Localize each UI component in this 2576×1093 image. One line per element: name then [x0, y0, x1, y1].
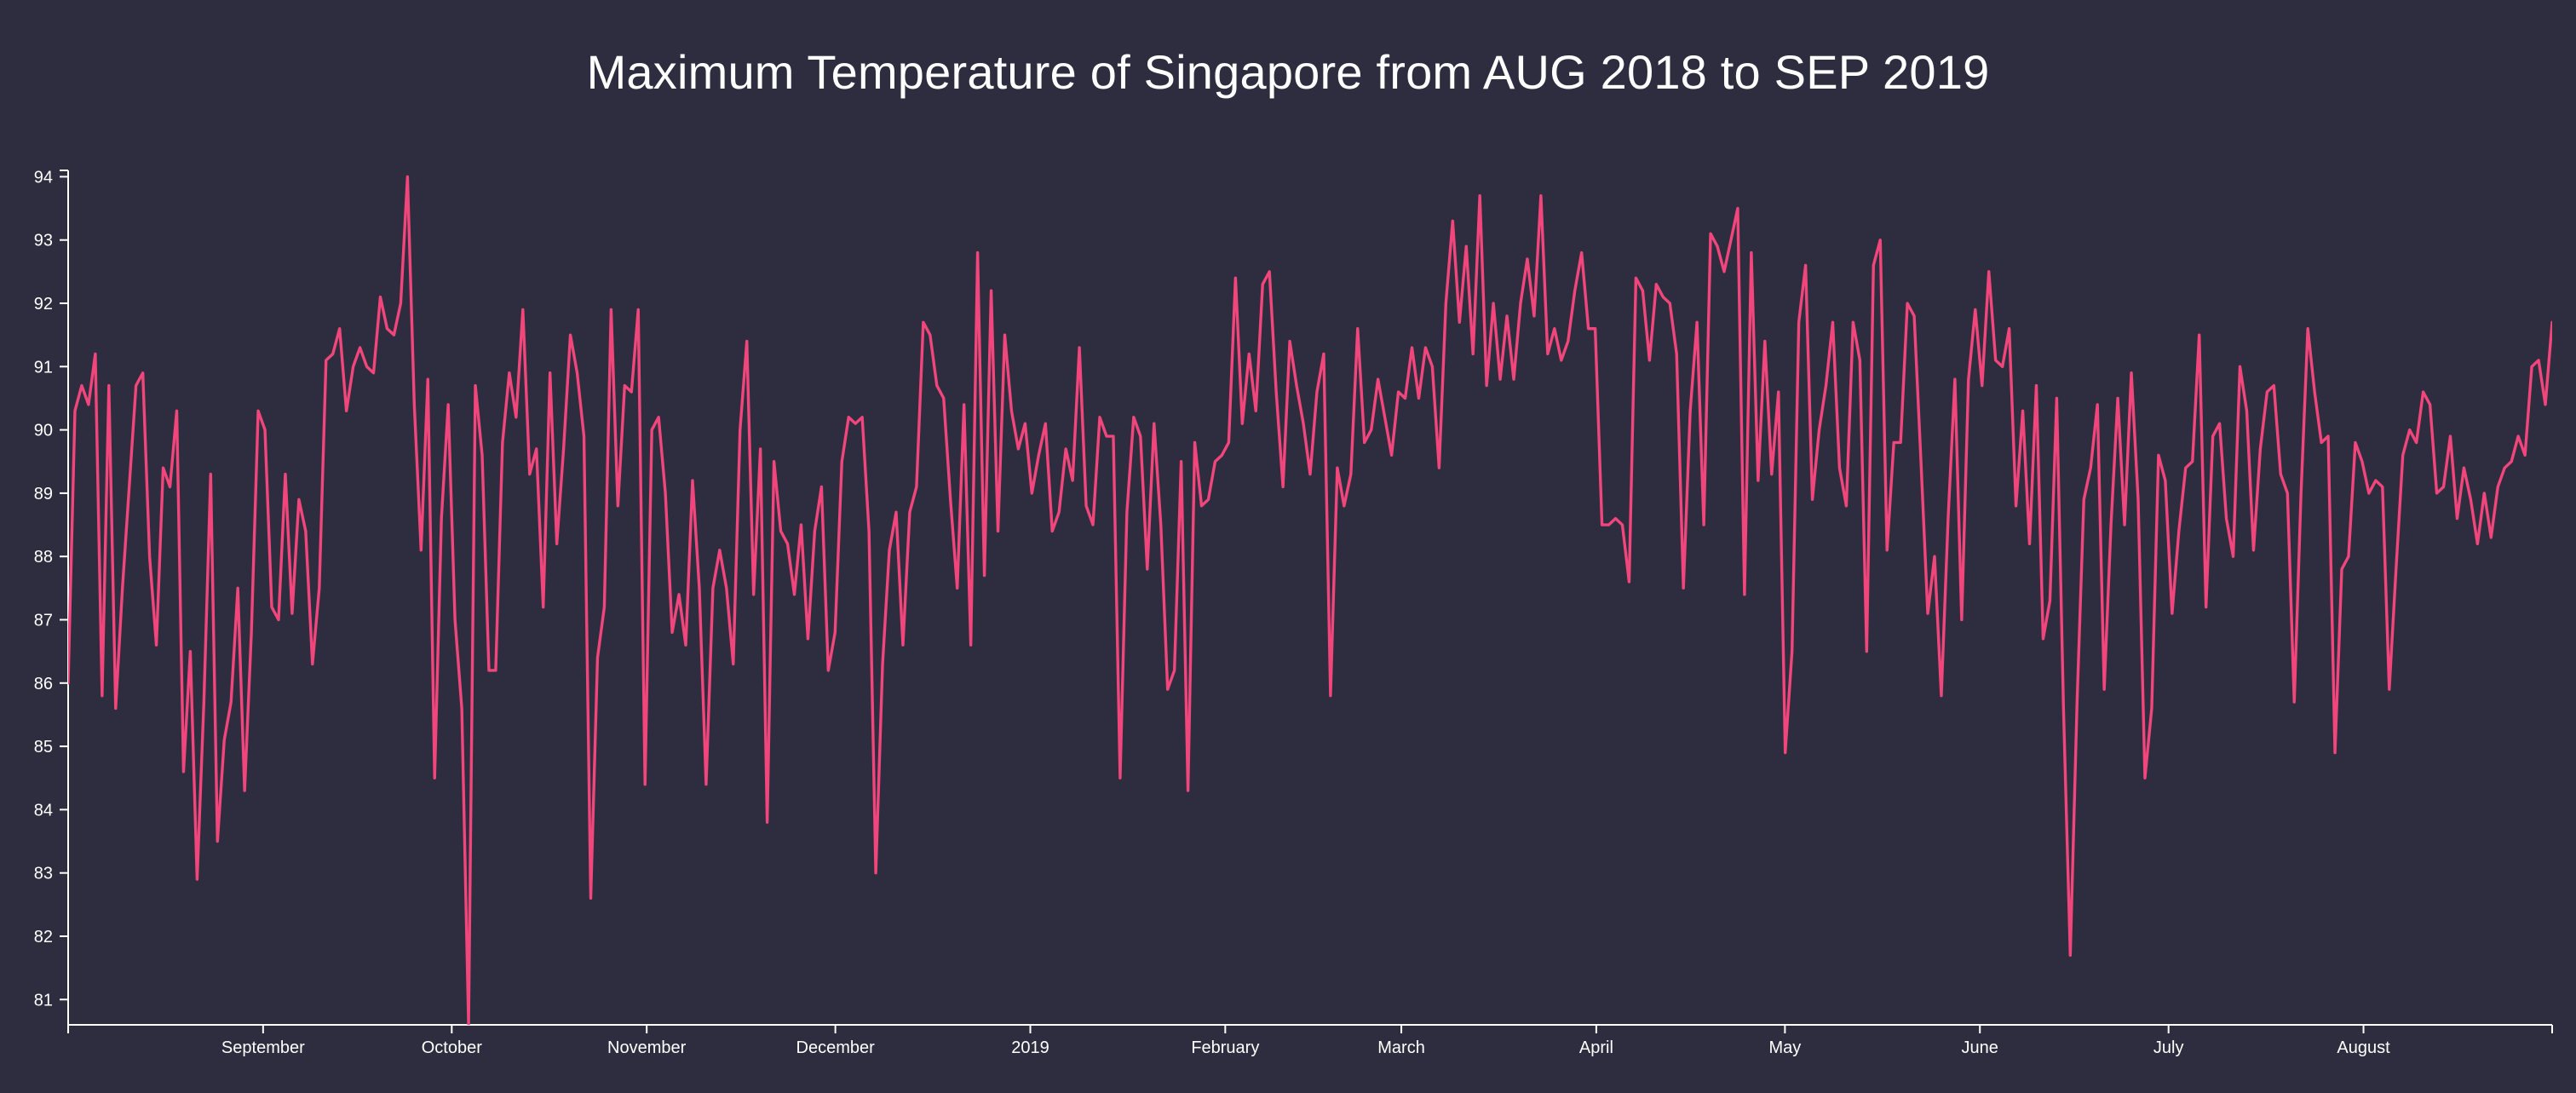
x-tick-label: August — [2337, 1038, 2390, 1057]
y-axis: 81 82 83 84 85 86 87 88 89 90 91 92 93 94 — [34, 168, 69, 1025]
y-tick-label: 92 — [34, 295, 53, 314]
y-tick-label: 84 — [34, 801, 53, 820]
x-tick-label: February — [1191, 1038, 1259, 1057]
x-tick-label: May — [1768, 1038, 1801, 1057]
x-tick-label: October — [422, 1038, 482, 1057]
y-tick-label: 89 — [34, 485, 53, 503]
y-tick-label: 82 — [34, 928, 53, 946]
plot-area — [68, 175, 2552, 1025]
y-tick-label: 90 — [34, 422, 53, 440]
y-tick-label: 85 — [34, 738, 53, 756]
x-axis: September October November December 2019 Febr… — [67, 1024, 2553, 1057]
y-tick-label: 93 — [34, 232, 53, 250]
x-tick-label: June — [1962, 1038, 1998, 1057]
x-tick-label: July — [2153, 1038, 2184, 1057]
x-tick-label: March — [1377, 1038, 1425, 1057]
chart-title: Maximum Temperature of Singapore from AU… — [586, 45, 1990, 99]
y-tick-label: 87 — [34, 612, 53, 630]
x-tick-label: April — [1579, 1038, 1613, 1057]
y-tick-label: 91 — [34, 358, 53, 377]
y-tick-label: 81 — [34, 991, 53, 1010]
y-tick-label: 83 — [34, 865, 53, 883]
x-tick-label: 2019 — [1011, 1038, 1049, 1057]
y-tick-label: 86 — [34, 675, 53, 693]
x-tick-label: September — [221, 1038, 305, 1057]
y-tick-label: 88 — [34, 548, 53, 567]
x-tick-label: December — [796, 1038, 876, 1057]
x-tick-label: November — [607, 1038, 687, 1057]
series-line-0 — [68, 175, 2552, 1025]
y-tick-label: 94 — [34, 168, 53, 187]
